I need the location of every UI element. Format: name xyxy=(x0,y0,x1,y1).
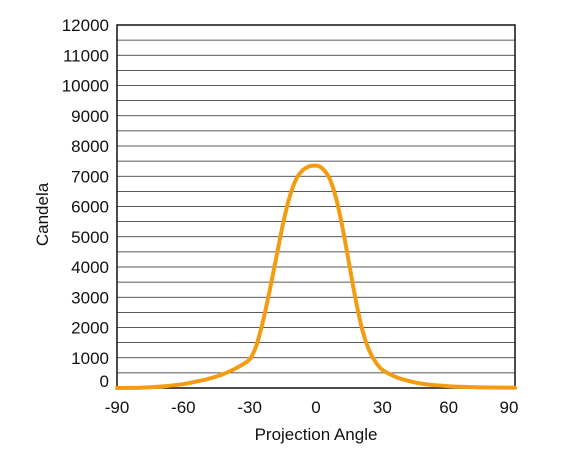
y-tick-label: 7000 xyxy=(71,167,109,186)
x-tick-label: 0 xyxy=(311,398,320,417)
x-tick-label: -30 xyxy=(237,398,262,417)
x-tick-labels: -90 -60 -30 0 30 60 90 xyxy=(105,398,519,417)
y-tick-label: 6000 xyxy=(71,198,109,217)
y-tick-label: 10000 xyxy=(62,77,109,96)
y-tick-label: 5000 xyxy=(71,228,109,247)
y-tick-label: 8000 xyxy=(71,137,109,156)
x-tick-label: -60 xyxy=(171,398,196,417)
x-axis-title: Projection Angle xyxy=(255,425,378,444)
y-tick-labels: 0 1000 2000 3000 4000 5000 6000 7000 8000 9000 100… xyxy=(62,16,109,391)
y-tick-label: 1000 xyxy=(71,349,109,368)
y-tick-label: 3000 xyxy=(71,288,109,307)
x-tick-label: 90 xyxy=(500,398,519,417)
x-tick-label: -90 xyxy=(105,398,130,417)
series-line xyxy=(115,163,517,390)
y-axis-title: Candela xyxy=(33,182,52,246)
x-tick-label: 30 xyxy=(373,398,392,417)
y-tick-label: 0 xyxy=(100,372,109,391)
grid-layer xyxy=(117,39,515,374)
line-layer xyxy=(115,163,517,390)
x-tick-label: 60 xyxy=(439,398,458,417)
y-tick-label: 12000 xyxy=(62,16,109,35)
y-tick-label: 11000 xyxy=(63,46,109,65)
y-tick-label: 2000 xyxy=(71,319,109,338)
y-tick-label: 4000 xyxy=(71,258,109,277)
y-tick-label: 9000 xyxy=(71,107,109,126)
plot-frame xyxy=(116,24,516,389)
